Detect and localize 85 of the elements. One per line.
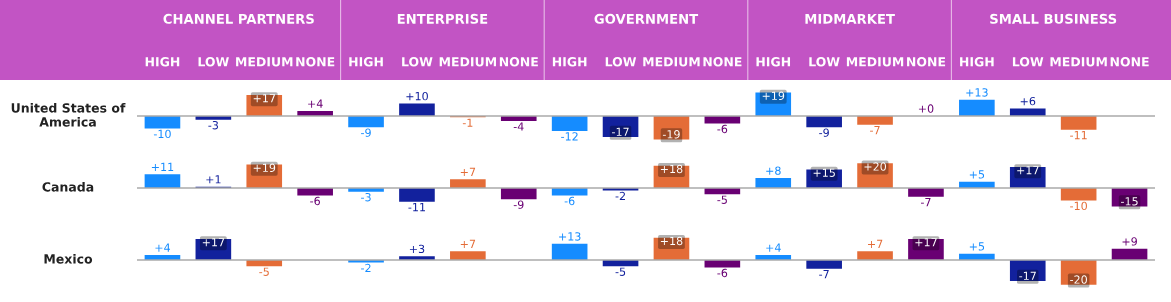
data-label: +4 [155, 243, 171, 252]
data-label: -6 [564, 196, 575, 206]
y-axis-title: United States of America [11, 102, 126, 127]
data-label: -15 [1121, 197, 1138, 206]
data-label: -4 [513, 122, 524, 131]
data-label: -5 [259, 267, 269, 276]
data-label: +11 [151, 162, 174, 171]
data-label: -10 [1070, 201, 1087, 211]
data-label: -6 [310, 196, 320, 206]
data-label: +3 [409, 244, 425, 254]
data-label: -20 [1070, 275, 1087, 284]
data-label: +1 [206, 175, 221, 184]
text: SMALL BUSINESS [990, 13, 1117, 24]
text: CHANNEL PARTNERS [163, 13, 314, 24]
data-label: -5 [615, 267, 626, 276]
data-label: -11 [408, 203, 425, 212]
data-label: +5 [969, 242, 985, 251]
data-label: -6 [717, 268, 728, 278]
data-label: -17 [612, 127, 629, 136]
text: MIDMARKET [805, 14, 895, 24]
x-tick-label: HIGH [756, 57, 791, 67]
data-label: -7 [870, 126, 880, 135]
x-tick-label: NONE [907, 57, 946, 67]
data-label: +19 [253, 163, 276, 172]
x-tick-label: NONE [703, 57, 742, 67]
data-label: +0 [918, 104, 934, 113]
x-tick-label: MEDIUM [439, 57, 496, 67]
y-axis-title: Mexico [44, 253, 93, 264]
x-tick-label: LOW [605, 57, 637, 67]
data-label: -9 [361, 128, 371, 137]
data-label: +7 [460, 167, 476, 176]
data-label: +17 [1017, 166, 1039, 175]
data-label: +18 [660, 236, 683, 246]
x-tick-label: LOW [402, 57, 433, 67]
x-tick-label: MEDIUM [1050, 57, 1107, 67]
data-label: +7 [868, 239, 883, 248]
x-tick-label: HIGH [349, 57, 383, 67]
x-tick-label: NONE [296, 57, 335, 67]
data-label: +5 [969, 170, 985, 179]
data-label: +4 [308, 99, 323, 108]
data-label: +17 [202, 238, 225, 247]
data-label: -7 [920, 198, 931, 207]
data-label: +17 [915, 238, 937, 247]
x-tick-label: NONE [499, 57, 538, 67]
data-label: +10 [406, 91, 428, 101]
data-label: +6 [1020, 96, 1036, 106]
text: GOVERNMENT [594, 13, 699, 24]
data-label: -3 [208, 121, 218, 130]
data-label: -2 [615, 191, 625, 201]
x-tick-label: MEDIUM [846, 57, 904, 67]
data-label: -7 [819, 270, 829, 279]
data-label: -9 [513, 200, 524, 209]
data-label: +8 [766, 166, 781, 175]
text: ENTERPRISE [397, 13, 488, 24]
y-axis-title: Canada [42, 181, 94, 192]
x-tick-label: MEDIUM [643, 57, 700, 67]
x-tick-label: HIGH [960, 57, 994, 67]
data-label: +13 [559, 232, 581, 241]
data-label: -6 [717, 124, 728, 134]
x-tick-label: MEDIUM [236, 57, 293, 67]
data-label: -17 [1019, 271, 1036, 280]
data-label: -11 [1070, 131, 1087, 140]
data-label: +18 [660, 164, 683, 174]
x-tick-label: LOW [1012, 57, 1044, 67]
data-label: -9 [819, 128, 829, 137]
data-label: +15 [813, 168, 835, 177]
data-label: -3 [361, 193, 371, 202]
x-tick-label: HIGH [145, 57, 180, 67]
data-label: -19 [662, 130, 680, 139]
x-tick-label: HIGH [552, 57, 587, 67]
x-tick-label: LOW [198, 57, 229, 67]
data-label: +17 [253, 94, 276, 103]
data-label: -2 [361, 263, 371, 273]
data-label: -5 [717, 195, 727, 204]
data-label: +9 [1122, 237, 1137, 246]
data-label: +13 [966, 88, 988, 97]
data-label: +4 [766, 243, 781, 252]
data-label: -1 [462, 118, 473, 127]
x-tick-label: NONE [1110, 57, 1149, 67]
data-label: +7 [460, 239, 476, 248]
data-label: -10 [153, 129, 171, 139]
data-label: -12 [561, 132, 578, 141]
data-label: +20 [864, 162, 887, 171]
data-label: +19 [762, 91, 785, 100]
x-tick-label: LOW [809, 57, 840, 67]
